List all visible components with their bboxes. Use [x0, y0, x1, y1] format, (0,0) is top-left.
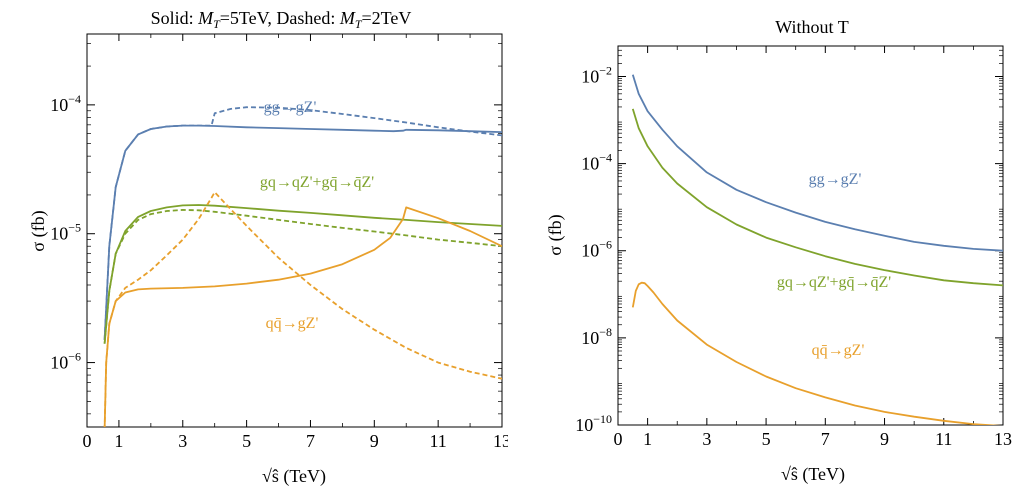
y-tick-label: 10−4 — [581, 151, 612, 174]
x-axis-label: √ŝ (TeV) — [781, 464, 845, 485]
x-tick-label: 9 — [370, 431, 379, 451]
y-axis-label: σ (fb) — [28, 210, 49, 251]
chart-left: Solid: MT=5TeV, Dashed: MT=2TeV 0 1 3 5 7 9 11… — [28, 8, 508, 486]
series-line-solid — [103, 204, 502, 344]
x-tick-label: 1 — [643, 429, 652, 449]
series-line-dashed — [103, 106, 502, 340]
series-line-solid — [631, 281, 1002, 425]
series-line-solid — [631, 108, 1003, 287]
x-tick-label: 0 — [614, 429, 623, 449]
chart-right: Without T 0 1 3 5 7 9 11 1310−1010−810−610−410−… — [545, 17, 1012, 485]
annotation-gq: gq→qZ'+gq̄→q̄Z' — [777, 274, 891, 291]
x-tick-label: 5 — [242, 431, 251, 451]
plot-frame — [617, 45, 1004, 426]
y-tick-label: 10−10 — [575, 412, 612, 435]
series-line-solid — [631, 74, 1003, 252]
y-tick-label: 10−5 — [50, 221, 81, 244]
y-axis-label: σ (fb) — [545, 214, 566, 255]
x-tick-label: 9 — [880, 429, 889, 449]
annotation-qq: qq̄→gZ' — [266, 315, 319, 332]
annotation-gg: gg→gZ' — [809, 171, 862, 188]
annotation-qq: qq̄→gZ' — [812, 342, 865, 359]
y-tick-label: 10−2 — [581, 63, 612, 86]
annotation-gq: gq→qZ'+gq̄→q̄Z' — [260, 174, 374, 191]
x-tick-label: 3 — [178, 431, 187, 451]
series-line-dashed — [103, 191, 502, 427]
chart-title: Without T — [775, 17, 848, 37]
x-tick-label: 5 — [762, 429, 771, 449]
y-tick-label: 10−6 — [581, 238, 612, 261]
plot-frame — [86, 33, 503, 428]
x-tick-label: 7 — [821, 429, 830, 449]
series-line-solid — [103, 124, 502, 340]
curve-group — [631, 74, 1003, 425]
x-tick-label: 11 — [935, 429, 952, 449]
chart-title: Solid: MT=5TeV, Dashed: MT=2TeV — [151, 8, 412, 31]
annotation-gg: gg→gZ' — [264, 99, 317, 116]
y-tick-label: 10−4 — [50, 92, 81, 115]
x-tick-label: 3 — [702, 429, 711, 449]
x-tick-label: 13 — [994, 429, 1012, 449]
curve-group — [103, 106, 502, 427]
series-line-dashed — [103, 209, 502, 344]
x-tick-label: 11 — [429, 431, 446, 451]
x-tick-label: 1 — [114, 431, 123, 451]
y-tick-label: 10−6 — [50, 350, 81, 373]
x-tick-label: 13 — [493, 431, 508, 451]
y-tick-label: 10−8 — [581, 325, 612, 348]
x-axis-label: √ŝ (TeV) — [262, 466, 326, 486]
x-tick-label: 7 — [306, 431, 315, 451]
x-tick-label: 0 — [83, 431, 92, 451]
